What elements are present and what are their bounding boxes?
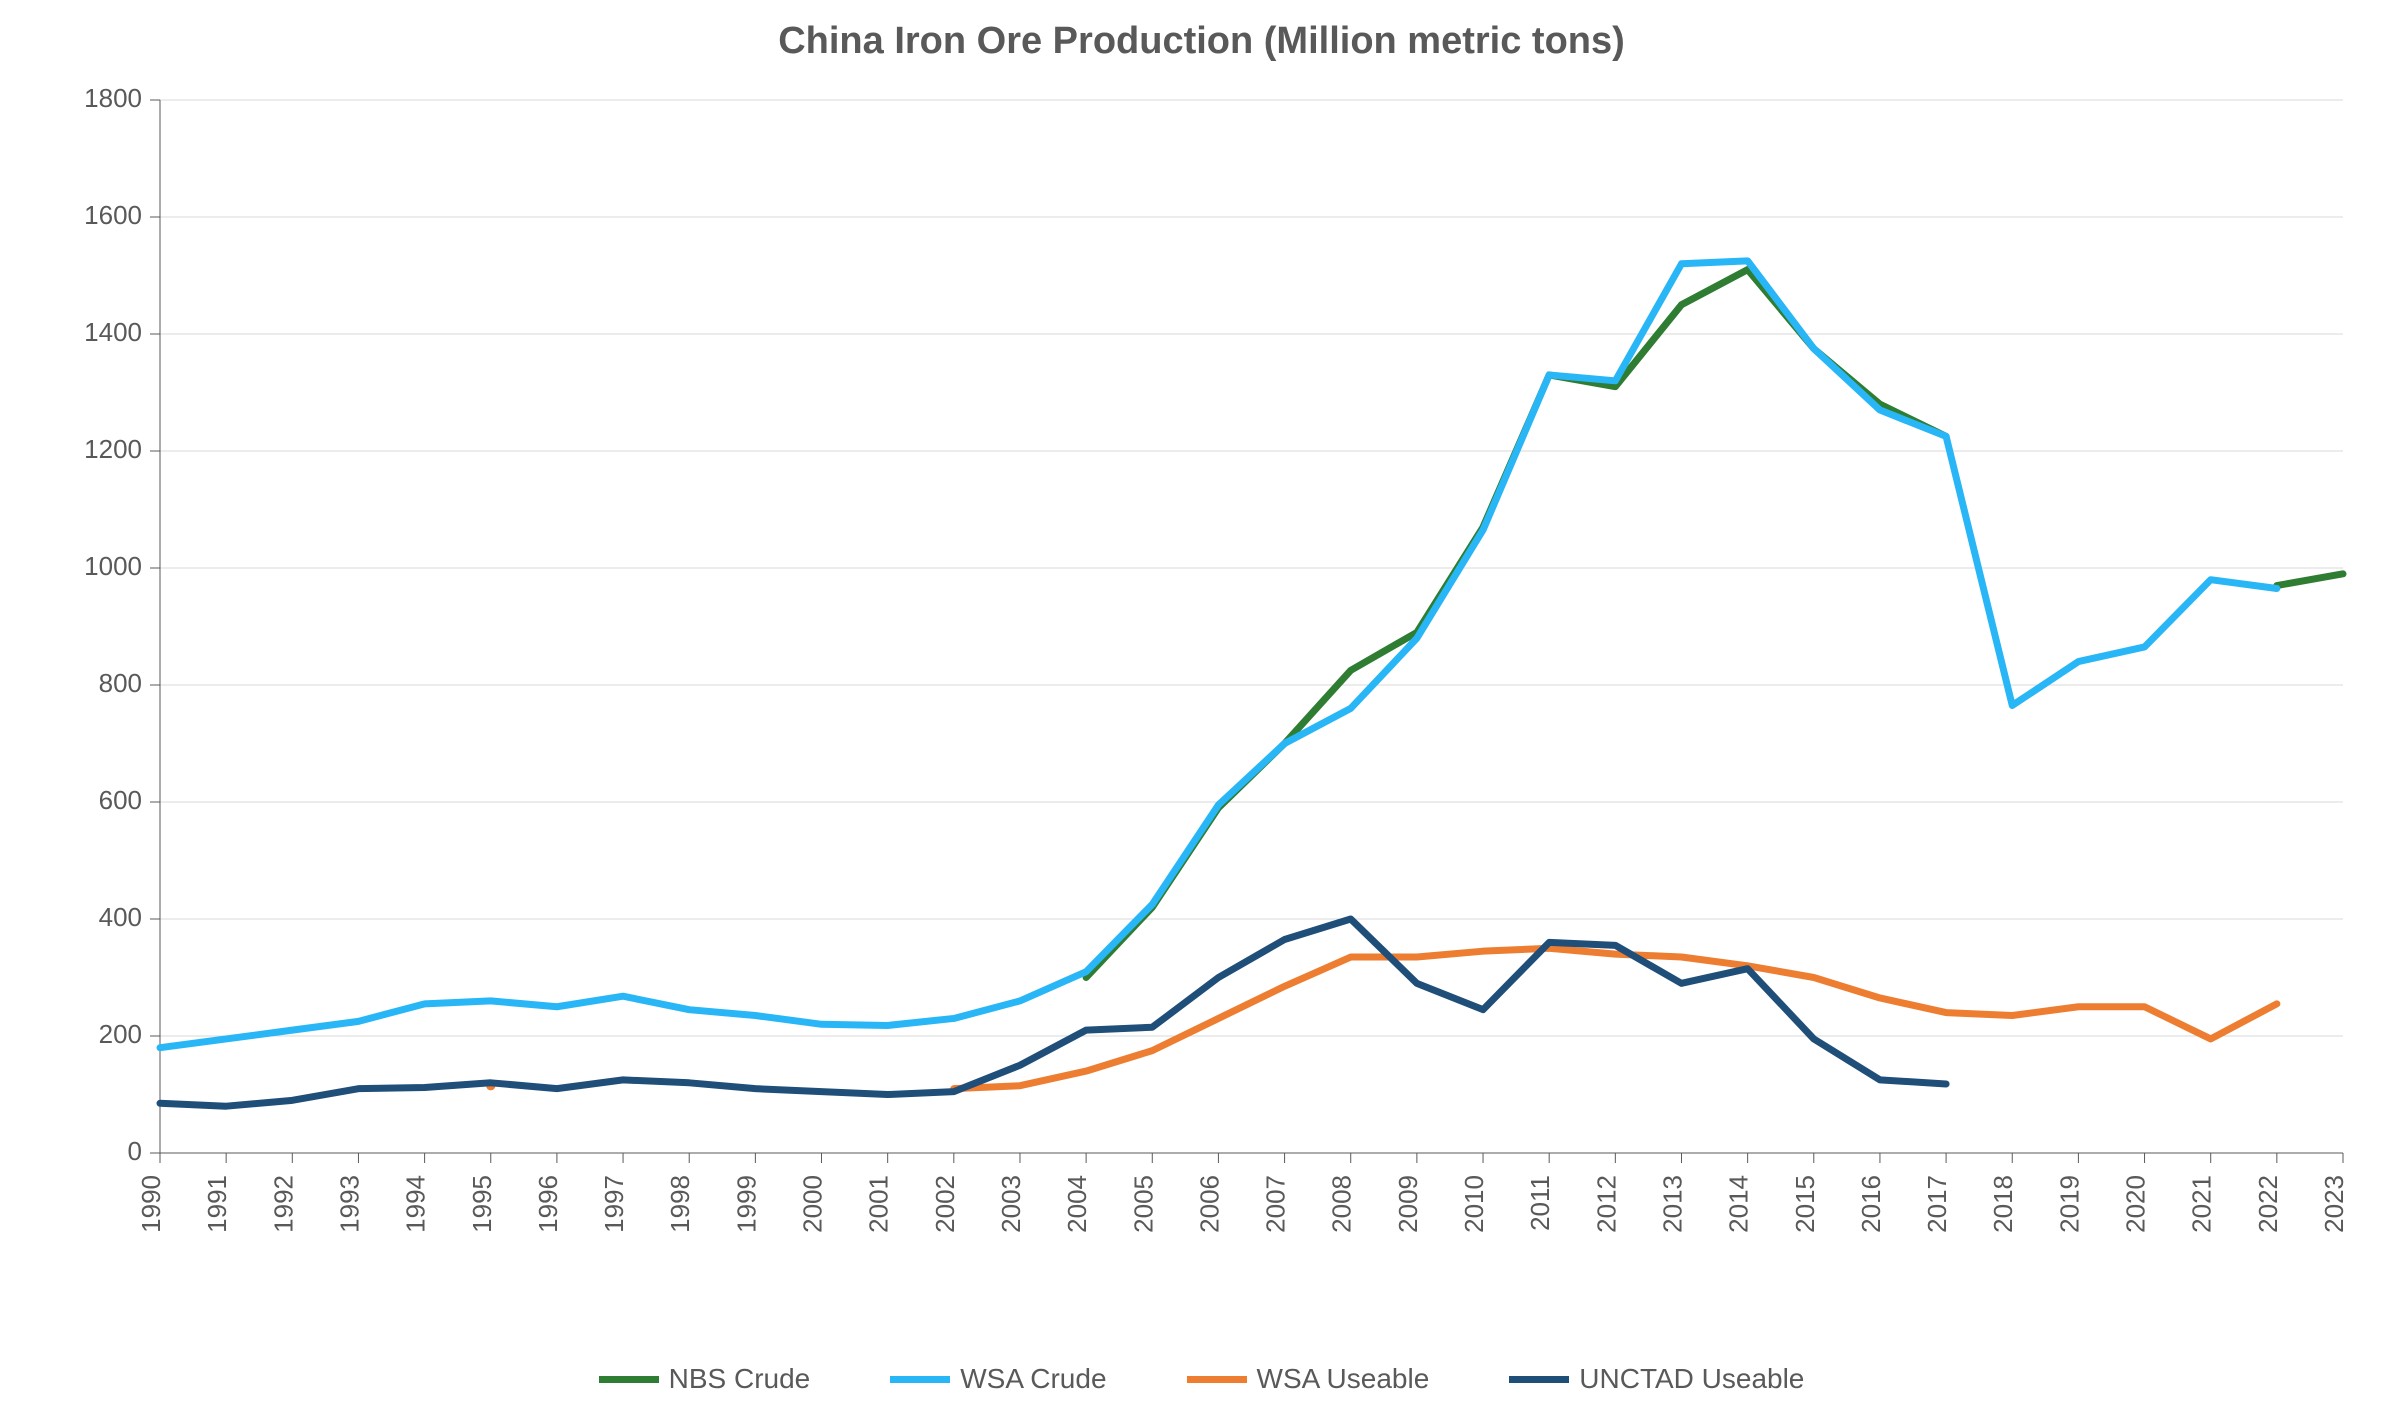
x-tick-label: 2004 — [1062, 1175, 1092, 1233]
chart-title: China Iron Ore Production (Million metri… — [0, 20, 2403, 63]
legend-label: WSA Useable — [1257, 1363, 1430, 1395]
x-tick-label: 2015 — [1790, 1175, 1820, 1233]
x-tick-label: 2019 — [2054, 1175, 2084, 1233]
legend-swatch — [1187, 1376, 1247, 1383]
legend-swatch — [1509, 1376, 1569, 1383]
y-tick-label: 400 — [99, 902, 142, 932]
x-tick-label: 2013 — [1657, 1175, 1687, 1233]
x-tick-label: 2022 — [2253, 1175, 2283, 1233]
y-tick-label: 200 — [99, 1019, 142, 1049]
x-tick-label: 2010 — [1459, 1175, 1489, 1233]
y-tick-label: 1400 — [84, 317, 142, 347]
x-tick-label: 2011 — [1525, 1175, 1555, 1231]
y-tick-label: 0 — [128, 1136, 142, 1166]
x-tick-label: 1990 — [136, 1175, 166, 1233]
x-tick-label: 2018 — [1988, 1175, 2018, 1233]
y-tick-label: 1800 — [84, 83, 142, 113]
line-chart: 0 200 400 600 800 1000 1200 1400 1600 1800 1990 199… — [0, 0, 2403, 1423]
legend-item-wsa-crude: WSA Crude — [890, 1363, 1106, 1395]
x-tick-label: 2007 — [1261, 1175, 1291, 1233]
legend-item-unctad-useable: UNCTAD Useable — [1509, 1363, 1804, 1395]
x-tick-label: 2006 — [1194, 1175, 1224, 1233]
legend-item-nbs-crude: NBS Crude — [599, 1363, 811, 1395]
x-tick-label: 2012 — [1591, 1175, 1621, 1233]
x-tick-label: 2020 — [2121, 1175, 2151, 1233]
x-tick-label: 1992 — [268, 1175, 298, 1233]
x-tick-label: 1995 — [467, 1175, 497, 1233]
chart-legend: NBS Crude WSA Crude WSA Useable UNCTAD Usea… — [0, 1358, 2403, 1396]
x-tick-label: 2000 — [798, 1175, 828, 1233]
y-tick-label: 1200 — [84, 434, 142, 464]
legend-label: UNCTAD Useable — [1579, 1363, 1804, 1395]
x-tick-label: 1994 — [401, 1175, 431, 1233]
x-tick-label: 2003 — [996, 1175, 1026, 1233]
x-tick-label: 1998 — [665, 1175, 695, 1233]
legend-swatch — [890, 1376, 950, 1383]
y-tick-label: 1000 — [84, 551, 142, 581]
x-tick-label: 2017 — [1922, 1175, 1952, 1233]
x-tick-label: 2005 — [1128, 1175, 1158, 1233]
x-tick-label: 2001 — [864, 1175, 894, 1233]
legend-item-wsa-useable: WSA Useable — [1187, 1363, 1430, 1395]
x-tick-label: 1991 — [202, 1175, 232, 1233]
x-tick-label: 2008 — [1327, 1175, 1357, 1233]
x-tick-label: 1997 — [599, 1175, 629, 1233]
x-tick-label: 2023 — [2319, 1175, 2349, 1233]
x-tick-label: 1993 — [334, 1175, 364, 1233]
x-tick-label: 2021 — [2187, 1175, 2217, 1233]
x-tick-label: 2002 — [930, 1175, 960, 1233]
y-tick-label: 800 — [99, 668, 142, 698]
x-tick-label: 2009 — [1393, 1175, 1423, 1233]
legend-label: WSA Crude — [960, 1363, 1106, 1395]
x-tick-label: 2014 — [1724, 1175, 1754, 1233]
x-tick-label: 2016 — [1856, 1175, 1886, 1233]
x-tick-label: 1999 — [731, 1175, 761, 1233]
y-tick-label: 600 — [99, 785, 142, 815]
chart-container: China Iron Ore Production (Million metri… — [0, 0, 2403, 1423]
legend-swatch — [599, 1376, 659, 1383]
x-tick-label: 1996 — [533, 1175, 563, 1233]
legend-label: NBS Crude — [669, 1363, 811, 1395]
y-tick-label: 1600 — [84, 200, 142, 230]
